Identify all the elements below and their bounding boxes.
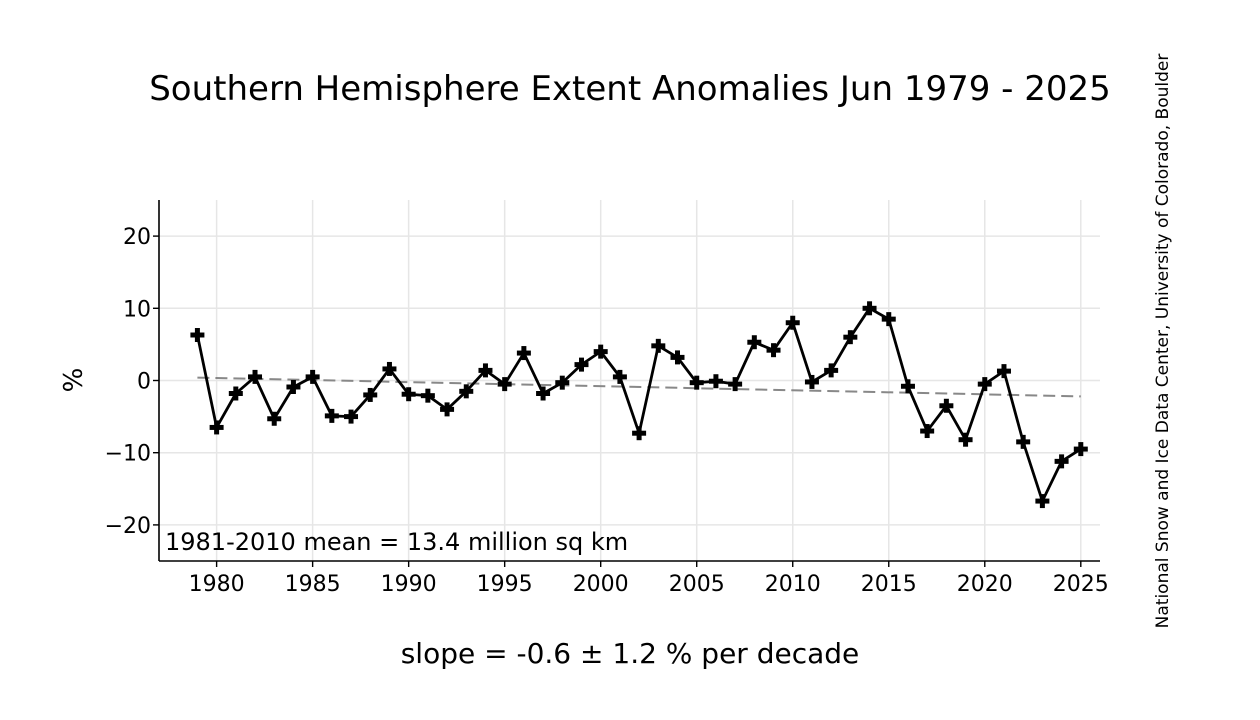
data-point-marker	[612, 369, 627, 384]
x-tick-label: 2005	[669, 572, 725, 597]
data-point-marker	[632, 426, 647, 441]
x-tick-label: 1985	[285, 572, 341, 597]
data-point-marker	[996, 364, 1011, 379]
data-point-marker	[862, 301, 877, 316]
data-point-marker	[1054, 454, 1069, 469]
x-tick-label: 1995	[477, 572, 533, 597]
data-point-marker	[881, 312, 896, 327]
y-tick-label: 0	[137, 370, 151, 395]
data-point-marker	[977, 377, 992, 392]
data-point-marker	[497, 377, 512, 392]
data-point-marker	[689, 375, 704, 390]
data-point-marker	[324, 408, 339, 423]
data-point-marker	[804, 374, 819, 389]
y-tick-label: −20	[105, 514, 151, 539]
data-point-marker	[900, 379, 915, 394]
data-point-marker	[459, 384, 474, 399]
data-point-marker	[920, 424, 935, 439]
data-point-marker	[190, 328, 205, 343]
data-point-marker	[344, 409, 359, 424]
chart-title: Southern Hemisphere Extent Anomalies Jun…	[149, 69, 1111, 109]
data-point-marker	[651, 338, 666, 353]
tick-labels: 1980 1985 1990 1995 2000 2005 2010 2015 2020 2025…	[105, 225, 1109, 597]
data-point-marker	[401, 387, 416, 402]
x-tick-label: 2000	[573, 572, 629, 597]
axes	[153, 200, 1100, 567]
x-tick-label: 1980	[189, 572, 245, 597]
data-point-marker	[478, 363, 493, 378]
data-point-marker	[1073, 442, 1088, 457]
data-point-marker	[574, 357, 589, 372]
data-point-marker	[267, 411, 282, 426]
data-point-marker	[516, 346, 531, 361]
data-point-marker	[958, 432, 973, 447]
data-point-marker	[555, 375, 570, 390]
y-tick-label: −10	[105, 442, 151, 467]
x-tick-label: 2020	[957, 572, 1013, 597]
data-point-marker	[286, 379, 301, 394]
baseline-mean-annotation: 1981-2010 mean = 13.4 million sq km	[165, 528, 628, 556]
data-point-marker	[824, 363, 839, 378]
x-tick-label: 2015	[861, 572, 917, 597]
data-point-marker	[440, 402, 455, 417]
grid-lines	[159, 200, 1100, 561]
x-tick-label: 2010	[765, 572, 821, 597]
x-tick-label: 1990	[381, 572, 437, 597]
y-tick-label: 10	[123, 297, 151, 322]
data-point-marker	[382, 361, 397, 376]
data-point-marker	[209, 420, 224, 435]
data-point-marker	[785, 315, 800, 330]
data-point-marker	[708, 374, 723, 389]
data-point-marker	[843, 330, 858, 345]
data-point-marker	[747, 335, 762, 350]
data-point-marker	[766, 343, 781, 358]
data-point-marker	[305, 369, 320, 384]
data-series-group	[190, 301, 1088, 509]
data-point-marker	[1035, 494, 1050, 509]
data-point-marker	[363, 387, 378, 402]
data-point-marker	[228, 386, 243, 401]
data-point-marker	[593, 344, 608, 359]
credit-text: National Snow and Ice Data Center, Unive…	[1153, 54, 1173, 629]
y-tick-label: 20	[123, 225, 151, 250]
data-point-marker	[1016, 434, 1031, 449]
trend-line	[197, 376, 1081, 398]
y-axis-label: %	[59, 368, 89, 393]
data-point-marker	[939, 398, 954, 413]
data-point-marker	[670, 350, 685, 365]
slope-subtitle: slope = -0.6 ± 1.2 % per decade	[401, 637, 860, 670]
data-point-marker	[536, 386, 551, 401]
data-point-marker	[248, 369, 263, 384]
data-point-marker	[420, 388, 435, 403]
x-tick-label: 2025	[1053, 572, 1109, 597]
trend-line-group	[197, 376, 1081, 398]
data-point-marker	[728, 377, 743, 392]
